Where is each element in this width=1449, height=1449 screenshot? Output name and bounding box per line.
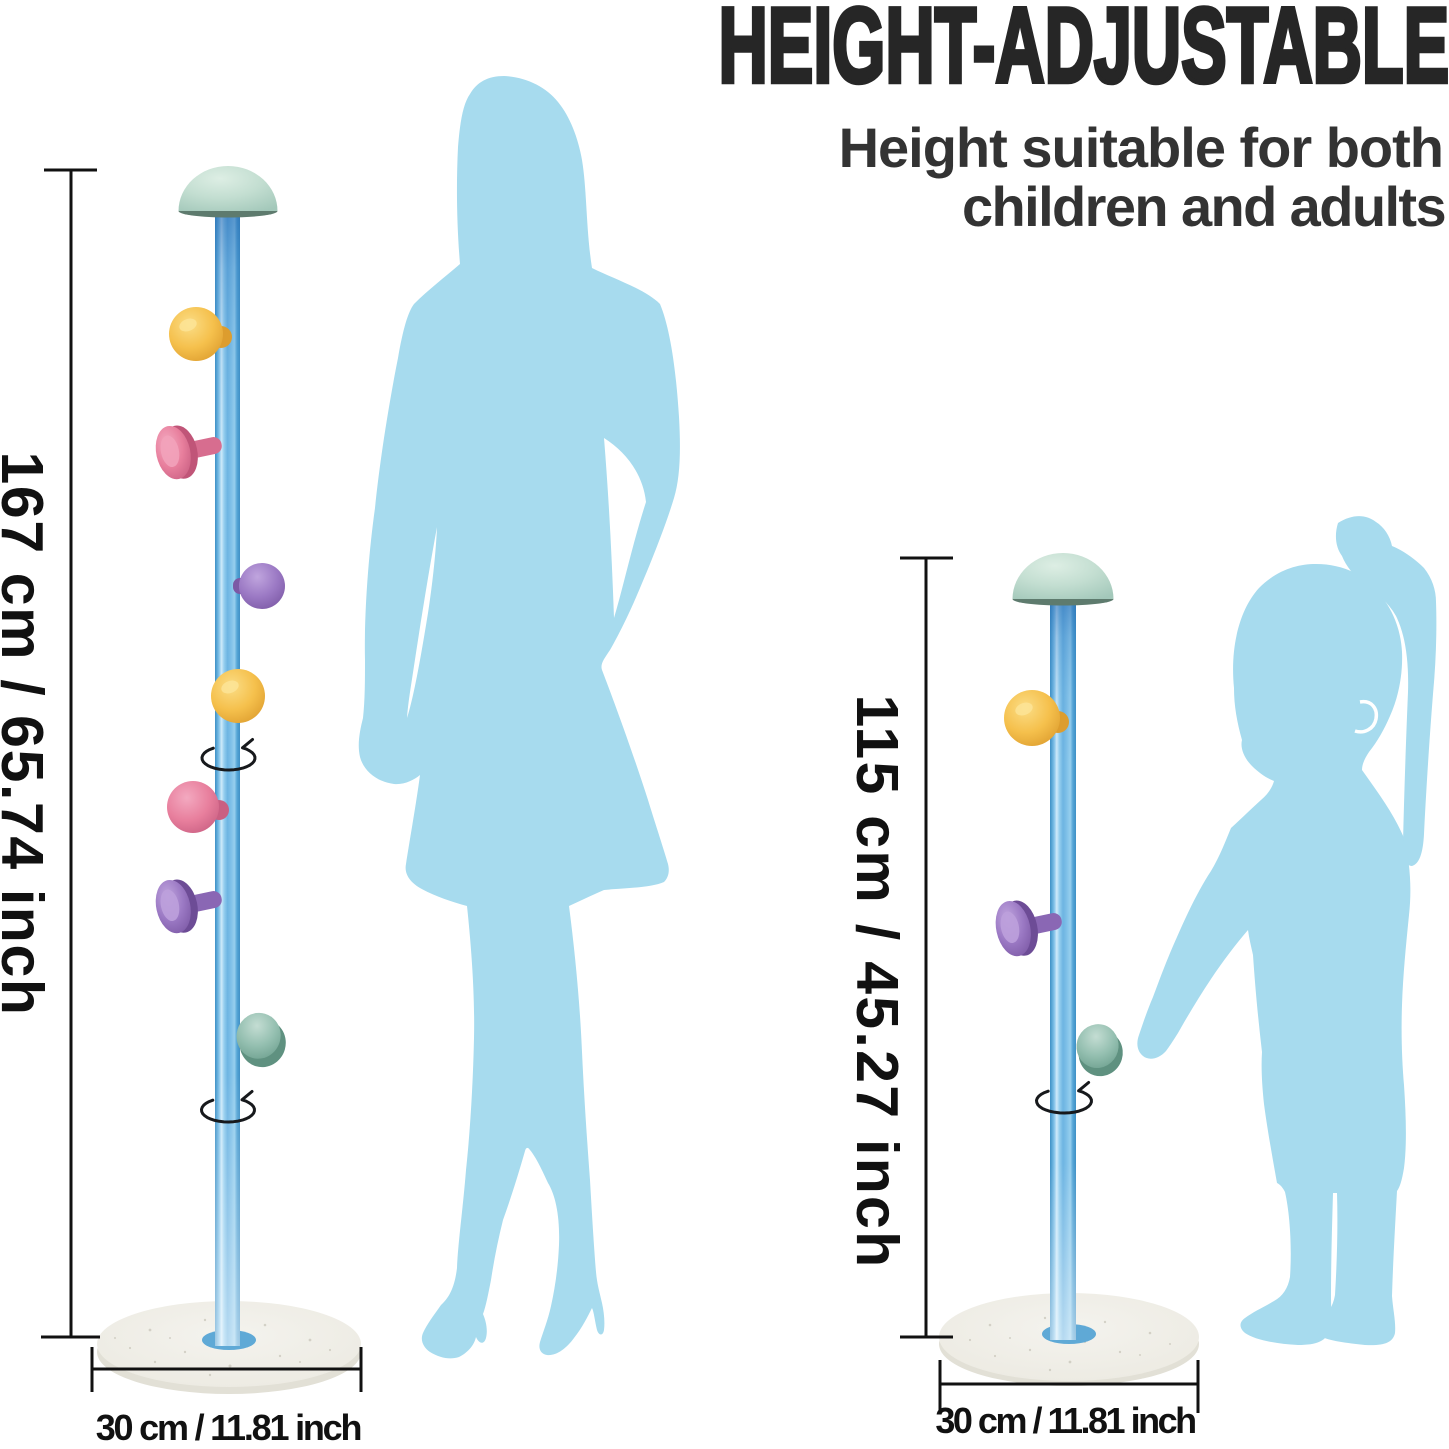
svg-text:30 cm / 11.81 inch: 30 cm / 11.81 inch bbox=[935, 1400, 1195, 1441]
svg-text:30 cm / 11.81 inch: 30 cm / 11.81 inch bbox=[96, 1407, 361, 1448]
svg-text:167 cm / 65.74 inch: 167 cm / 65.74 inch bbox=[0, 451, 55, 1016]
svg-text:Height suitable for both: Height suitable for both bbox=[839, 116, 1443, 179]
svg-text:115 cm / 45.27 inch: 115 cm / 45.27 inch bbox=[844, 694, 910, 1269]
svg-text:HEIGHT-ADJUSTABLE: HEIGHT-ADJUSTABLE bbox=[719, 0, 1449, 106]
svg-text:children and adults: children and adults bbox=[962, 175, 1445, 238]
